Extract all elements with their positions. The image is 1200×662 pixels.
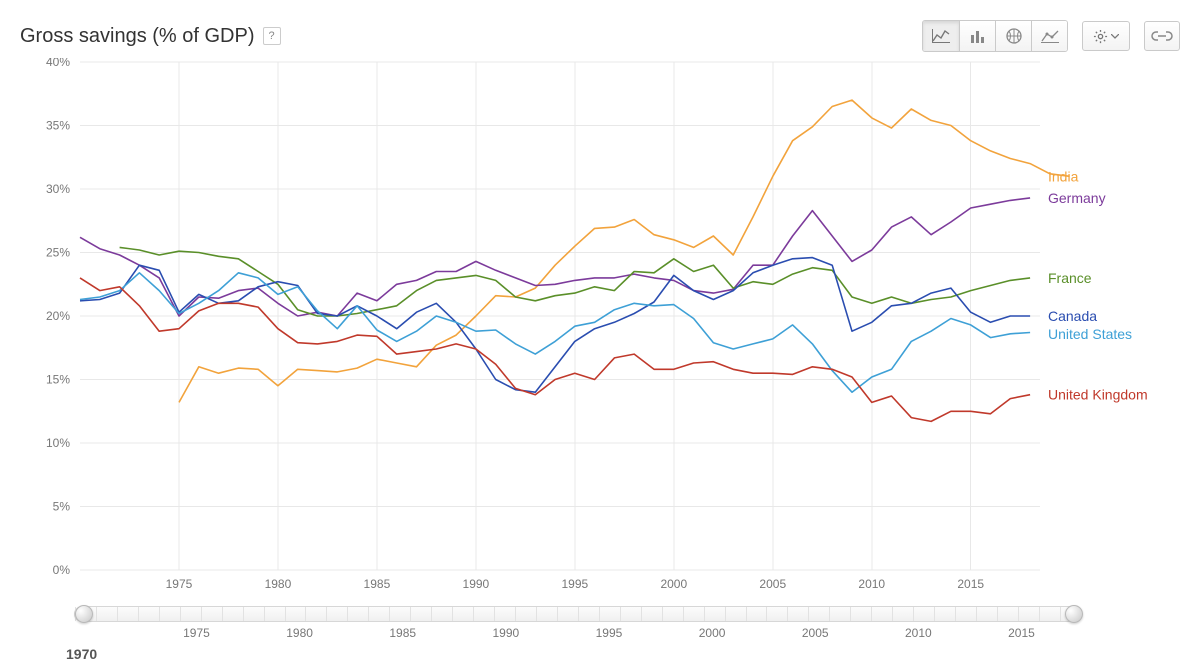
line-chart-icon[interactable] bbox=[923, 21, 959, 51]
svg-text:2000: 2000 bbox=[660, 577, 687, 591]
svg-text:25%: 25% bbox=[46, 246, 70, 260]
svg-text:5%: 5% bbox=[53, 500, 71, 514]
svg-text:2015: 2015 bbox=[957, 577, 984, 591]
svg-text:1985: 1985 bbox=[364, 577, 391, 591]
bar-chart-icon[interactable] bbox=[959, 21, 995, 51]
settings-button[interactable] bbox=[1082, 21, 1130, 51]
svg-text:1980: 1980 bbox=[265, 577, 292, 591]
slider-tick-labels: 197519801985199019952000200520102015 bbox=[74, 626, 1082, 642]
share-link-icon[interactable] bbox=[1144, 21, 1180, 51]
svg-text:35%: 35% bbox=[46, 119, 70, 133]
series-label[interactable]: India bbox=[1048, 168, 1079, 184]
toolbar bbox=[922, 20, 1180, 52]
svg-text:15%: 15% bbox=[46, 373, 70, 387]
range-slider-handle-end[interactable] bbox=[1065, 605, 1083, 623]
svg-text:30%: 30% bbox=[46, 182, 70, 196]
svg-text:1995: 1995 bbox=[561, 577, 588, 591]
chart-area: 0% 5% 10% 15% 20% 25% 30% 35% 40% 1975 1980 1985 199… bbox=[20, 58, 1180, 598]
page-title: Gross savings (% of GDP) bbox=[20, 25, 255, 48]
svg-text:2005: 2005 bbox=[759, 577, 786, 591]
range-slider-handle-start[interactable] bbox=[75, 605, 93, 623]
svg-text:2010: 2010 bbox=[858, 577, 885, 591]
svg-text:40%: 40% bbox=[46, 58, 70, 69]
series-india bbox=[179, 100, 1070, 402]
series-label[interactable]: United Kingdom bbox=[1048, 387, 1148, 403]
series-united_states bbox=[80, 273, 1030, 392]
series-label[interactable]: France bbox=[1048, 270, 1092, 286]
compare-chart-icon[interactable] bbox=[1031, 21, 1067, 51]
chevron-down-icon bbox=[1111, 34, 1119, 39]
svg-text:1990: 1990 bbox=[463, 577, 490, 591]
svg-text:0%: 0% bbox=[53, 563, 71, 577]
view-switcher bbox=[922, 20, 1068, 52]
help-button[interactable]: ? bbox=[263, 27, 281, 45]
svg-text:20%: 20% bbox=[46, 309, 70, 323]
line-chart[interactable]: 0% 5% 10% 15% 20% 25% 30% 35% 40% 1975 1980 1985 199… bbox=[20, 58, 1180, 598]
series-label[interactable]: United States bbox=[1048, 326, 1132, 342]
time-range-slider[interactable]: 197519801985199019952000200520102015 bbox=[74, 606, 1082, 642]
globe-icon[interactable] bbox=[995, 21, 1031, 51]
svg-text:10%: 10% bbox=[46, 436, 70, 450]
series-label[interactable]: Canada bbox=[1048, 308, 1097, 324]
svg-text:1975: 1975 bbox=[166, 577, 193, 591]
header: Gross savings (% of GDP) ? bbox=[20, 20, 1180, 52]
series-united_kingdom bbox=[80, 278, 1030, 422]
series-label[interactable]: Germany bbox=[1048, 190, 1106, 206]
